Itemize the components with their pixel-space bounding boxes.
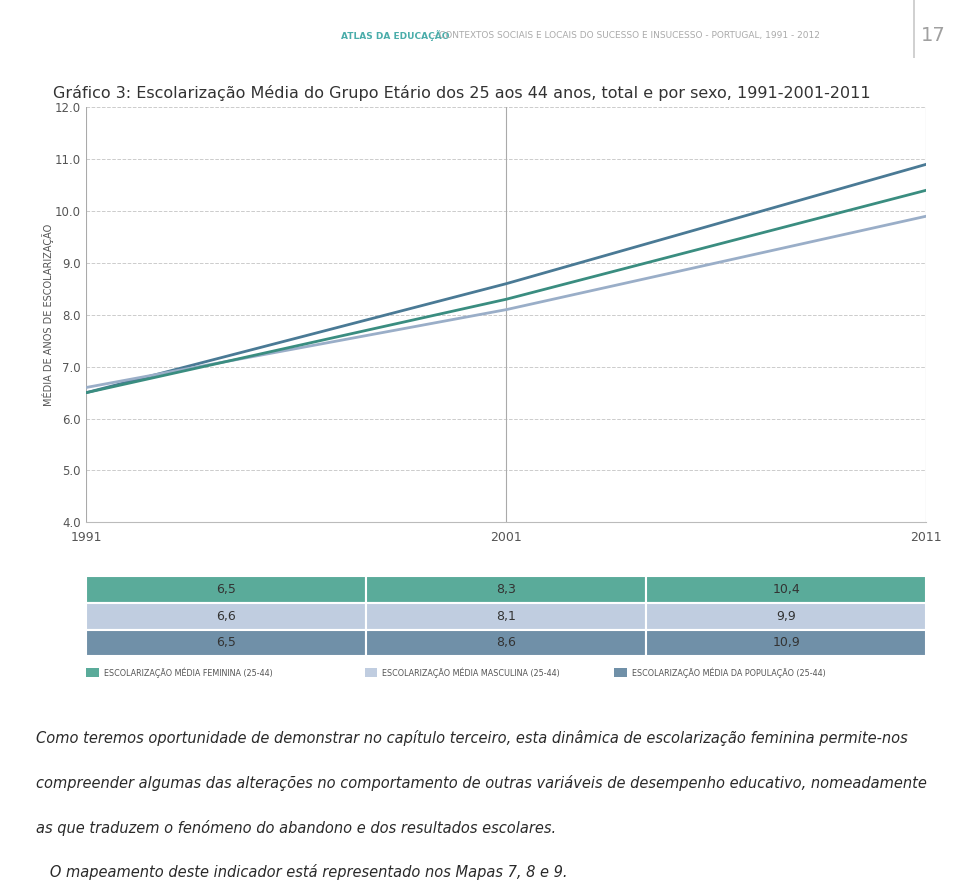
Text: 8,3: 8,3 <box>496 583 516 596</box>
Text: - CONTEXTOS SOCIAIS E LOCAIS DO SUCESSO E INSUCESSO - PORTUGAL, 1991 - 2012: - CONTEXTOS SOCIAIS E LOCAIS DO SUCESSO … <box>430 31 820 40</box>
Text: ATLAS DA EDUCAÇÃO: ATLAS DA EDUCAÇÃO <box>341 30 449 41</box>
Text: ESCOLARIZAÇÃO MÉDIA FEMININA (25-44): ESCOLARIZAÇÃO MÉDIA FEMININA (25-44) <box>104 667 273 678</box>
Text: ESCOLARIZAÇÃO MÉDIA DA POPULAÇÃO (25-44): ESCOLARIZAÇÃO MÉDIA DA POPULAÇÃO (25-44) <box>632 667 826 678</box>
Text: 6,6: 6,6 <box>217 610 236 622</box>
Text: Como teremos oportunidade de demonstrar no capítulo terceiro, esta dinâmica de e: Como teremos oportunidade de demonstrar … <box>36 730 908 747</box>
Text: 8,1: 8,1 <box>496 610 516 622</box>
Y-axis label: MÉDIA DE ANOS DE ESCOLARIZAÇÃO: MÉDIA DE ANOS DE ESCOLARIZAÇÃO <box>42 223 54 406</box>
Text: Gráfico 3: Escolarização Média do Grupo Etário dos 25 aos 44 anos, total e por s: Gráfico 3: Escolarização Média do Grupo … <box>53 85 871 101</box>
Text: as que traduzem o fenómeno do abandono e dos resultados escolares.: as que traduzem o fenómeno do abandono e… <box>36 820 557 836</box>
Text: 17: 17 <box>921 27 946 46</box>
Text: 6,5: 6,5 <box>216 583 236 596</box>
Text: 6,5: 6,5 <box>216 637 236 649</box>
Text: 8,6: 8,6 <box>496 637 516 649</box>
Text: ESCOLARIZAÇÃO MÉDIA MASCULINA (25-44): ESCOLARIZAÇÃO MÉDIA MASCULINA (25-44) <box>382 667 560 678</box>
Text: 10,4: 10,4 <box>773 583 801 596</box>
Text: O mapeamento deste indicador está representado nos Mapas 7, 8 e 9.: O mapeamento deste indicador está repres… <box>36 864 568 880</box>
Text: compreender algumas das alterações no comportamento de outras variáveis de desem: compreender algumas das alterações no co… <box>36 775 927 791</box>
Text: 10,9: 10,9 <box>773 637 801 649</box>
Text: 9,9: 9,9 <box>777 610 796 622</box>
